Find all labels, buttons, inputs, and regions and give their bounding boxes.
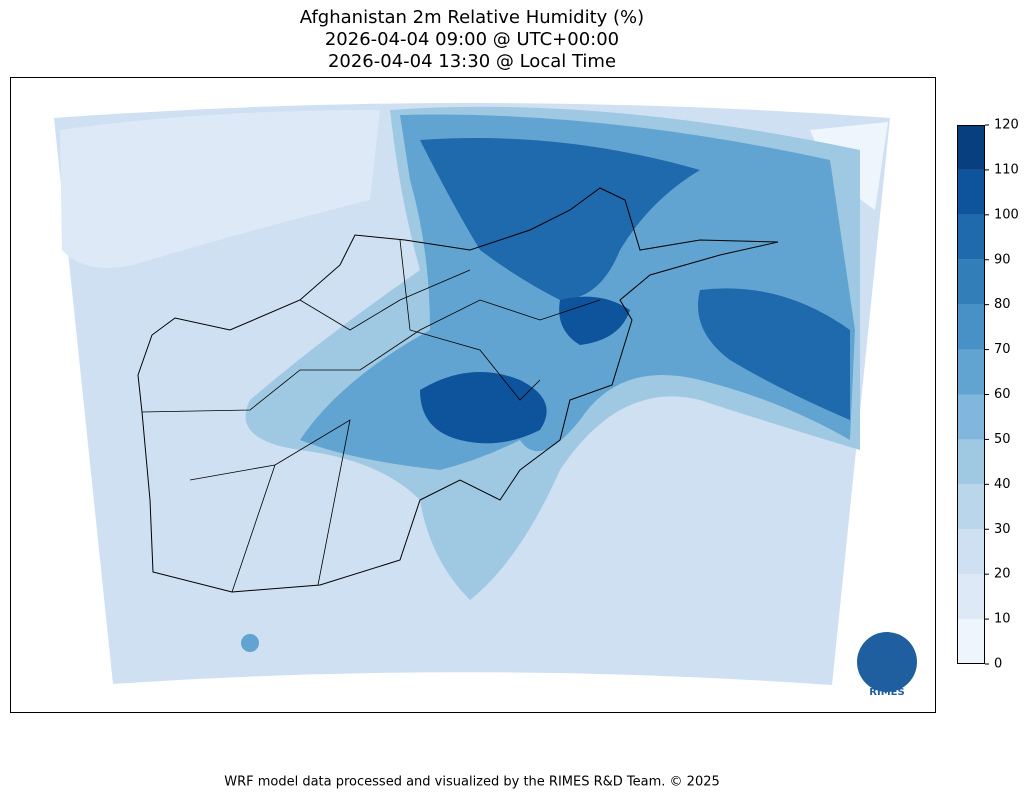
field	[60, 110, 380, 268]
colorbar-tick-label: 70	[994, 342, 1011, 357]
colorbar: 0 10 20 30 40 50 60 70 80 90 100 110 120	[957, 118, 1019, 672]
title-line: 2026-04-04 13:30 @ Local Time	[328, 51, 616, 72]
map: RIMES	[10, 77, 936, 713]
title-line: 2026-04-04 09:00 @ UTC+00:00	[325, 29, 619, 50]
colorbar-band	[957, 349, 985, 395]
colorbar-band	[957, 439, 985, 485]
logo-text: RIMES	[869, 687, 904, 698]
colorbar-band	[957, 529, 985, 575]
colorbar-tick-label: 110	[994, 162, 1019, 177]
colorbar-tick-label: 40	[994, 477, 1011, 492]
colorbar-tick-label: 0	[994, 657, 1002, 672]
colorbar-band	[957, 304, 985, 350]
colorbar-tick-label: 100	[994, 207, 1019, 222]
field	[420, 138, 700, 300]
colorbar-band	[957, 214, 985, 260]
field	[241, 634, 259, 652]
logo	[857, 632, 917, 692]
colorbar-tick-label: 20	[994, 567, 1011, 582]
colorbar-tick-label: 90	[994, 252, 1011, 267]
footer: WRF model data processed and visualized …	[224, 775, 720, 790]
title-line: Afghanistan 2m Relative Humidity (%)	[300, 7, 644, 28]
colorbar-band	[957, 394, 985, 440]
field	[420, 372, 547, 444]
field	[698, 288, 850, 420]
colorbar-band	[957, 169, 985, 215]
colorbar-tick-label: 60	[994, 387, 1011, 402]
country-border	[137, 187, 779, 593]
colorbar-tick-label: 80	[994, 297, 1011, 312]
colorbar-band	[957, 574, 985, 620]
colorbar-band	[957, 125, 985, 170]
colorbar-band	[957, 619, 985, 664]
field	[559, 296, 630, 345]
colorbar-tick-label: 120	[994, 118, 1019, 133]
colorbar-band	[957, 259, 985, 305]
colorbar-tick-label: 30	[994, 522, 1011, 537]
colorbar-tick-label: 10	[994, 612, 1011, 627]
colorbar-band	[957, 484, 985, 530]
colorbar-frame	[957, 125, 985, 664]
colorbar-tick-label: 50	[994, 432, 1011, 447]
province-border	[141, 239, 601, 593]
